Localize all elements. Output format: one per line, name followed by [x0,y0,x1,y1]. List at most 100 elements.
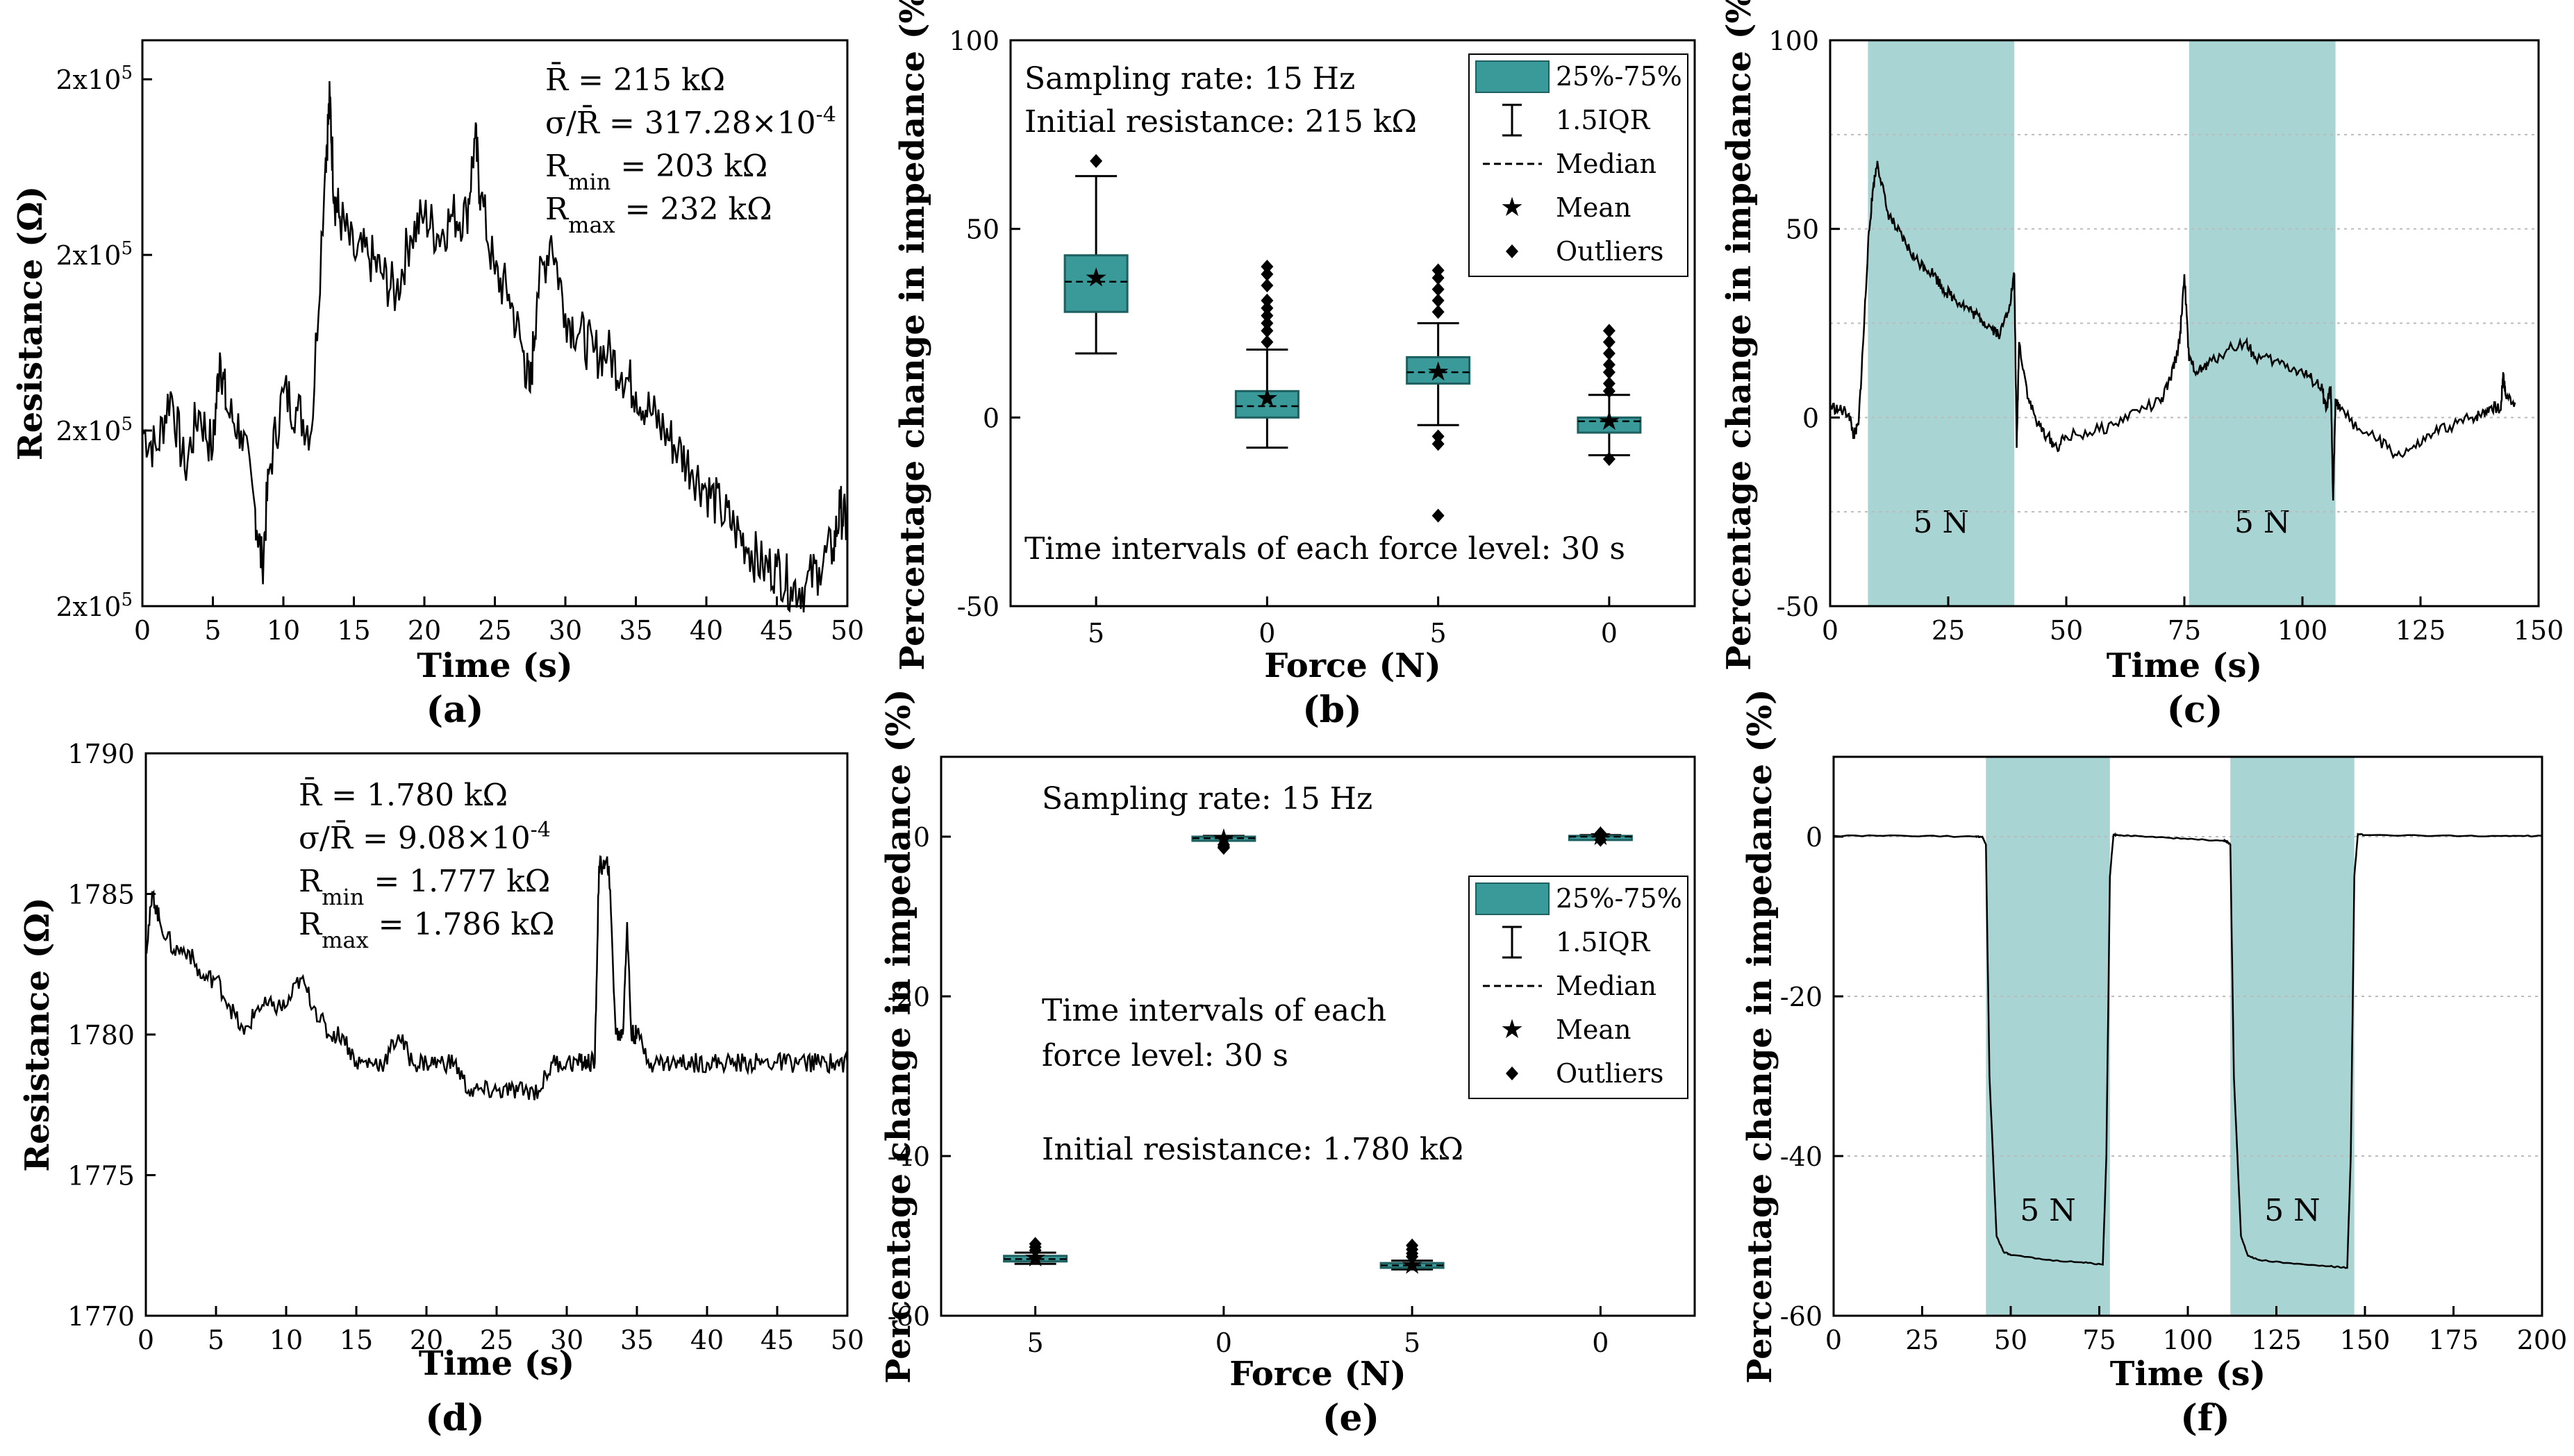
x-tick-label: 50 [2050,615,2083,646]
panel-a: 0 5 10 15 20 25 30 35 40 45 50 2x105 2x105 2x105 2x105… [11,39,864,731]
outlier-marker [1261,301,1274,315]
outlier-marker [1431,437,1445,451]
outlier-marker [1431,429,1445,444]
outlier-marker [1602,324,1616,338]
legend-swatch-outlier [1506,1066,1518,1080]
outlier-marker [1431,282,1445,296]
panel-f: 5 N 5 N 0 25 50 75 100 125 150 175 200 -60 -40 -20 0 Ti… [1741,689,2567,1439]
y-tick-label: 0 [1806,822,1822,853]
legend-label: Median [1556,149,1657,179]
stat-annotation: Rmax = 1.786 kΩ [299,907,555,953]
plot-frame [940,755,1696,1317]
legend-swatch-outlier [1506,244,1518,258]
x-tick-label: 20 [410,1325,443,1355]
y-tick-label: 50 [1786,215,1819,245]
x-tick-label: 45 [761,1325,794,1355]
x-tick-label: 25 [478,615,511,646]
box-1: ★ [1003,1237,1068,1273]
legend-label: 1.5IQR [1556,927,1651,957]
x-tick-label: 150 [2514,615,2564,646]
box-2: ★ [1234,260,1300,449]
x-axis-title: Time (s) [419,1344,574,1383]
y-axis-title: Resistance (Ω) [11,186,50,461]
y-tick-label: -60 [888,1301,930,1332]
y-tick-label: 0 [913,822,930,853]
y-tick-label: -40 [1780,1141,1822,1172]
outlier-marker [1602,358,1616,372]
x-tick-label: 25 [1932,615,1965,646]
legend-label: Mean [1556,192,1631,223]
x-tick-label: 50 [1994,1325,2027,1355]
outlier-marker [1261,293,1274,308]
outlier-marker [1261,260,1274,274]
shaded-region [2230,757,2355,1316]
x-tick-label: 10 [267,615,300,646]
x-tick-label: 15 [340,1325,373,1355]
x-tick-label: 40 [690,1325,724,1355]
stat-annotation: R̄ = 1.780 kΩ [299,776,508,813]
shaded-region-label: 5 N [2234,505,2290,540]
annotation-text: Time intervals of each [1042,993,1386,1028]
outlier-marker [1261,308,1274,323]
box-iqr [1234,390,1300,419]
x-tick-label: 0 [1215,1328,1232,1358]
box-2: ★ [1191,823,1256,855]
outlier-marker [1090,153,1103,168]
stat-annotation: σ/R̄ = 9.08×10-4 [299,818,551,857]
outlier-marker [1602,365,1616,380]
y-tick-label: 2x105 [56,238,133,271]
outlier-marker [1406,1249,1419,1264]
x-tick-label: 40 [690,615,723,646]
mean-marker: ★ [1597,405,1621,436]
panel-label: (e) [1322,1397,1379,1439]
x-tick-label: 45 [760,615,793,646]
y-axis-title: Percentage change in impedance (%) [1720,0,1759,671]
series-line [144,855,849,1101]
y-tick-label: 1775 [67,1161,135,1191]
x-tick-label: 0 [1825,1325,1842,1355]
stat-annotation: Rmax = 232 kΩ [545,192,772,238]
box-iqr [1406,355,1471,385]
outlier-marker [1594,826,1607,841]
box-3: ★ [1379,1238,1445,1280]
y-tick-label: 1770 [67,1301,135,1332]
annotation-text: Sampling rate: 15 Hz [1024,61,1355,97]
y-tick-label: -50 [1777,592,1819,622]
x-axis-title: Force (N) [1229,1355,1406,1394]
panel-label: (a) [426,689,484,731]
outlier-marker [1261,267,1274,281]
outlier-marker [1431,305,1445,319]
x-tick-label: 0 [1592,1328,1609,1358]
legend-label: 25%-75% [1556,883,1682,914]
stat-annotation: R̄ = 215 kΩ [545,61,725,98]
x-tick-label: 5 [1404,1328,1420,1358]
legend-swatch-mean: ★ [1500,1014,1524,1044]
x-tick-label: 5 [1088,618,1104,648]
y-axis-title: Percentage change in impedance (%) [893,0,932,671]
x-axis-title: Force (N) [1264,646,1441,685]
x-tick-label: 75 [2168,615,2201,646]
plot-frame [1832,755,2543,1317]
shaded-region [1986,757,2110,1316]
x-tick-label: 125 [2251,1325,2302,1355]
shaded-region-label: 5 N [1913,505,1969,540]
stat-annotation: Rmin = 203 kΩ [545,149,767,195]
legend-label: Median [1556,971,1657,1001]
annotation-text: Sampling rate: 15 Hz [1042,781,1372,817]
series-line [1833,832,2543,1269]
x-tick-label: 0 [1601,618,1618,648]
y-tick-label: 2x105 [56,62,133,95]
x-tick-label: 5 [1430,618,1447,648]
mean-marker: ★ [1084,262,1108,292]
x-tick-label: 175 [2428,1325,2479,1355]
outlier-marker [1029,1243,1042,1257]
x-axis-title: Time (s) [2107,646,2262,685]
legend-label: Mean [1556,1014,1631,1045]
outlier-marker [1431,271,1445,285]
panel-d: 0 5 10 15 20 25 30 35 40 45 50 1770 1775 1780 1785 1790… [18,739,864,1439]
x-tick-label: 20 [408,615,441,646]
x-tick-label: 35 [620,1325,654,1355]
box-4: ★ [1568,821,1633,851]
